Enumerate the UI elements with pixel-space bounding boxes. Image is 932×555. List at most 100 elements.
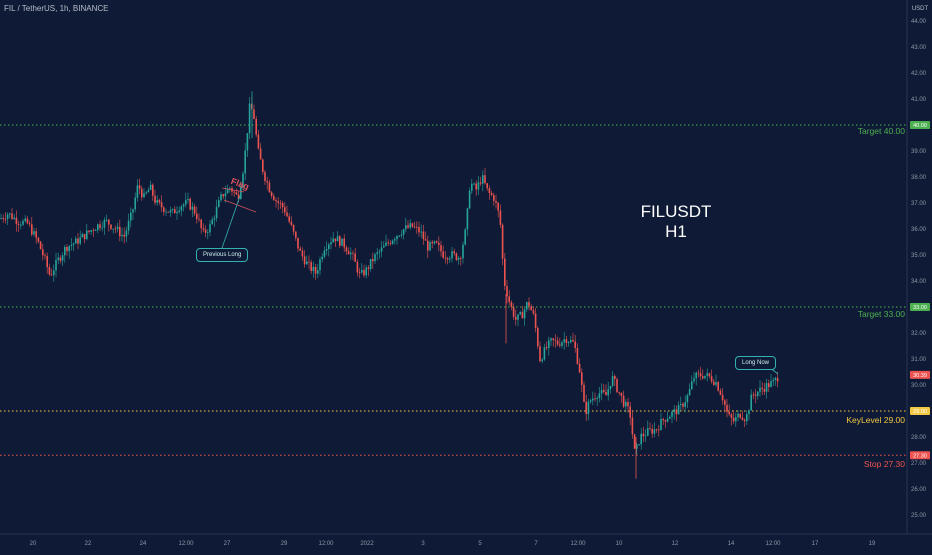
candle-body bbox=[477, 182, 480, 190]
candle-body bbox=[156, 200, 158, 203]
candle-body bbox=[728, 411, 730, 415]
candle-body bbox=[55, 259, 57, 271]
watermark-symbol: FILUSDT bbox=[640, 202, 712, 221]
candle-body bbox=[411, 223, 414, 227]
candle-body bbox=[552, 338, 554, 340]
candle-body bbox=[704, 375, 706, 379]
candle-body bbox=[306, 261, 308, 265]
candle-body bbox=[682, 403, 684, 407]
candles-group bbox=[0, 91, 779, 479]
candle-body bbox=[365, 267, 367, 276]
candle-body bbox=[361, 269, 363, 273]
candle-body bbox=[112, 228, 114, 230]
candle-body bbox=[486, 183, 488, 189]
candle-body bbox=[332, 238, 334, 243]
candle-body bbox=[290, 221, 293, 225]
time-tick-label: 2022 bbox=[360, 541, 374, 547]
candle-body bbox=[356, 261, 359, 273]
candle-body bbox=[697, 372, 700, 374]
level-label: Target 33.00 bbox=[858, 309, 906, 319]
candle-body bbox=[746, 414, 748, 422]
candle-body bbox=[53, 270, 55, 276]
candle-body bbox=[457, 258, 460, 260]
previous-long-callout[interactable]: Previous Long bbox=[196, 248, 249, 262]
candle-body bbox=[631, 417, 634, 435]
candle-body bbox=[684, 402, 686, 407]
candle-body bbox=[772, 379, 774, 382]
candle-body bbox=[0, 218, 2, 219]
candle-body bbox=[713, 381, 715, 385]
candle-body bbox=[440, 245, 442, 252]
candle-body bbox=[614, 376, 616, 380]
candle-body bbox=[46, 256, 48, 268]
candle-body bbox=[176, 211, 178, 214]
price-axis-bg bbox=[907, 0, 932, 550]
candle-body bbox=[380, 247, 383, 252]
candle-body bbox=[673, 409, 675, 412]
candle-body bbox=[248, 103, 251, 134]
time-tick-label: 7 bbox=[534, 541, 538, 547]
candle-body bbox=[754, 394, 757, 396]
candle-body bbox=[350, 252, 352, 255]
candle-body bbox=[743, 419, 746, 422]
time-tick-label: 22 bbox=[85, 541, 92, 547]
candle-body bbox=[235, 192, 238, 195]
candle-body bbox=[314, 266, 317, 274]
candle-body bbox=[20, 224, 22, 226]
candle-body bbox=[24, 218, 26, 221]
candle-body bbox=[418, 226, 420, 233]
candle-body bbox=[222, 194, 224, 197]
candle-body bbox=[77, 238, 79, 244]
price-tag-bg bbox=[910, 407, 930, 415]
callout-pointer bbox=[221, 195, 241, 249]
candle-body bbox=[339, 236, 341, 246]
candle-body bbox=[651, 428, 653, 434]
candle-body bbox=[39, 241, 42, 250]
candle-body bbox=[688, 389, 691, 396]
candle-body bbox=[625, 401, 627, 407]
candle-body bbox=[730, 414, 733, 418]
candle-body bbox=[281, 203, 284, 208]
candle-body bbox=[539, 346, 541, 362]
candle-body bbox=[523, 309, 526, 319]
candle-body bbox=[138, 185, 141, 189]
price-tick-label: 43.00 bbox=[911, 45, 927, 51]
candle-body bbox=[28, 223, 31, 225]
candle-body bbox=[420, 231, 422, 233]
candle-body bbox=[334, 238, 337, 242]
long-now-callout[interactable]: Long Now bbox=[735, 356, 777, 370]
candle-body bbox=[721, 394, 724, 401]
candle-body bbox=[528, 302, 530, 307]
candle-body bbox=[444, 257, 447, 259]
candle-body bbox=[642, 433, 645, 437]
price-tag-label: 27.30 bbox=[913, 453, 927, 459]
candle-body bbox=[277, 201, 279, 203]
candle-body bbox=[499, 210, 502, 225]
price-tick-label: 35.00 bbox=[911, 253, 927, 259]
candle-body bbox=[556, 340, 559, 345]
candle-body bbox=[213, 218, 216, 220]
candle-body bbox=[262, 159, 264, 173]
candle-body bbox=[75, 238, 77, 244]
candle-body bbox=[750, 394, 752, 411]
candle-body bbox=[125, 230, 128, 237]
candle-body bbox=[92, 230, 95, 232]
candle-body bbox=[431, 242, 433, 244]
candle-body bbox=[154, 195, 156, 203]
candle-body bbox=[321, 256, 323, 260]
candle-body bbox=[759, 387, 761, 392]
candle-body bbox=[330, 242, 332, 245]
candle-body bbox=[488, 188, 491, 194]
candle-body bbox=[37, 237, 40, 242]
candle-body bbox=[174, 209, 176, 214]
candle-body bbox=[662, 419, 664, 421]
candle-body bbox=[229, 187, 231, 189]
candle-body bbox=[473, 183, 475, 185]
candle-body bbox=[64, 246, 66, 256]
candle-body bbox=[636, 444, 638, 449]
candle-body bbox=[545, 347, 548, 349]
candle-body bbox=[763, 388, 766, 392]
candle-body bbox=[622, 395, 625, 407]
